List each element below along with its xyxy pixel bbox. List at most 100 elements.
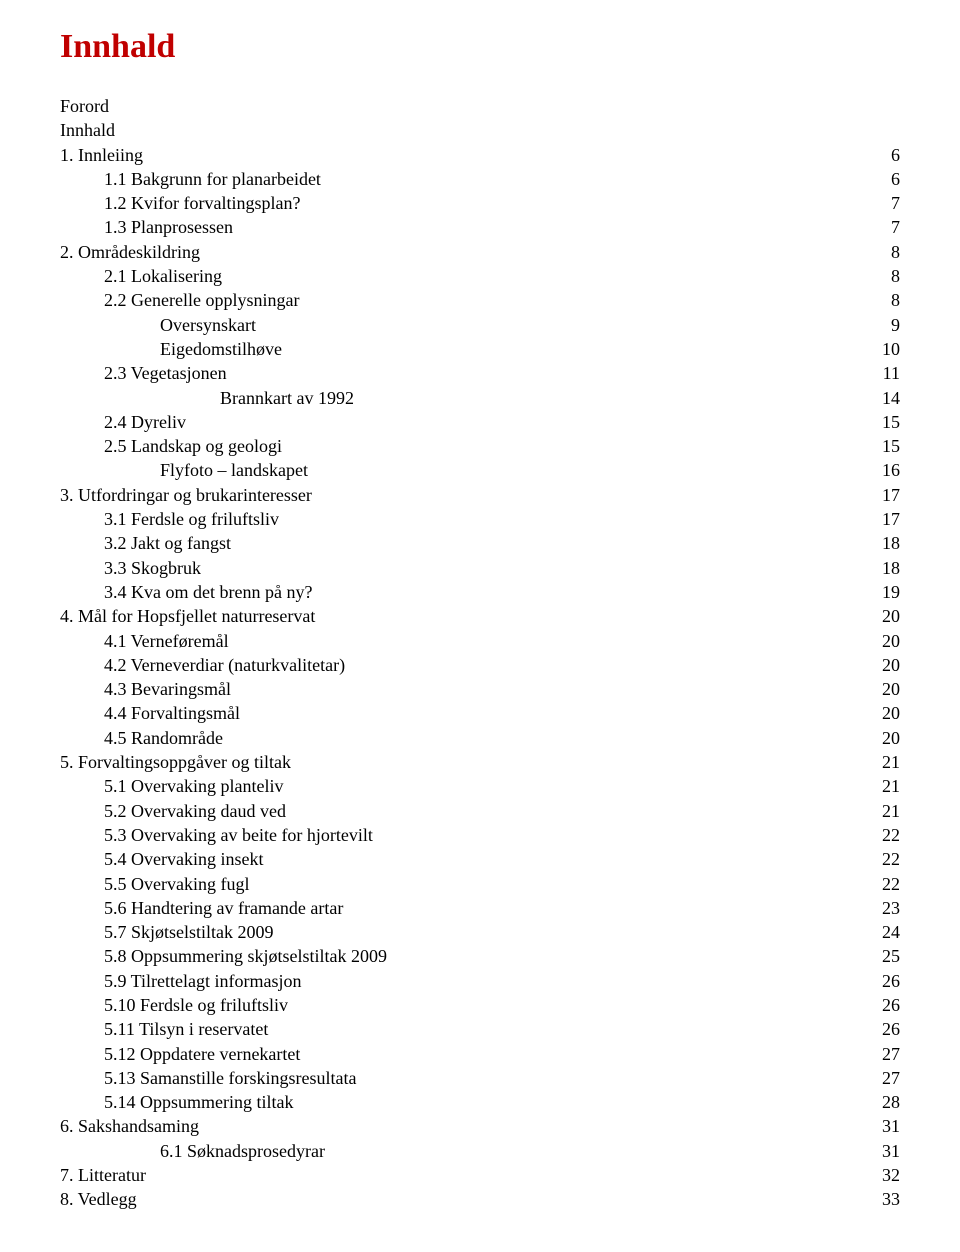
toc-entry-page: 7 (891, 191, 900, 215)
toc-entry: 5.6 Handtering av framande artar 23 (60, 896, 900, 920)
toc-entry-label: 3.3 Skogbruk (104, 556, 201, 580)
table-of-contents: ForordInnhald1. Innleiing 61.1 Bakgrunn f… (60, 94, 900, 1212)
toc-entry-page: 26 (882, 1017, 900, 1041)
toc-entry-label: 6. Sakshandsaming (60, 1114, 199, 1138)
toc-entry-label: 7. Litteratur (60, 1163, 146, 1187)
toc-entry-page: 17 (882, 483, 900, 507)
toc-entry: Innhald (60, 118, 900, 142)
toc-entry: 4. Mål for Hopsfjellet naturreservat 20 (60, 604, 900, 628)
toc-entry-label: 5. Forvaltingsoppgåver og tiltak (60, 750, 291, 774)
toc-entry-page: 26 (882, 993, 900, 1017)
toc-entry: 3.1 Ferdsle og friluftsliv17 (60, 507, 900, 531)
toc-entry-label: 5.5 Overvaking fugl (104, 872, 249, 896)
toc-entry-label: 2.5 Landskap og geologi (104, 434, 282, 458)
toc-entry-label: 5.4 Overvaking insekt (104, 847, 263, 871)
toc-entry-label: 2.3 Vegetasjonen (104, 361, 227, 385)
toc-entry-page: 27 (882, 1042, 900, 1066)
toc-entry: 5. Forvaltingsoppgåver og tiltak 21 (60, 750, 900, 774)
toc-entry-page: 8 (891, 264, 900, 288)
toc-entry-label: 1. Innleiing (60, 143, 143, 167)
toc-entry: 5.14 Oppsummering tiltak 28 (60, 1090, 900, 1114)
toc-entry-page: 8 (891, 240, 900, 264)
toc-entry-page: 22 (882, 847, 900, 871)
toc-entry-page: 10 (882, 337, 900, 361)
toc-entry-page: 14 (882, 386, 900, 410)
toc-entry-page: 7 (891, 215, 900, 239)
toc-entry: 2.1 Lokalisering8 (60, 264, 900, 288)
toc-entry: 5.7 Skjøtselstiltak 200924 (60, 920, 900, 944)
page-title: Innhald (60, 28, 900, 66)
toc-entry-label: Eigedomstilhøve (160, 337, 282, 361)
toc-entry-label: 5.8 Oppsummering skjøtselstiltak 2009 (104, 944, 387, 968)
toc-entry-label: 5.10 Ferdsle og friluftsliv (104, 993, 288, 1017)
toc-entry: 5.1 Overvaking planteliv21 (60, 774, 900, 798)
toc-entry: 3.4 Kva om det brenn på ny?19 (60, 580, 900, 604)
toc-entry: 5.13 Samanstille forskingsresultata27 (60, 1066, 900, 1090)
toc-entry: 1. Innleiing 6 (60, 143, 900, 167)
toc-entry-label: 4. Mål for Hopsfjellet naturreservat (60, 604, 315, 628)
toc-entry: 1.3 Planprosessen 7 (60, 215, 900, 239)
toc-entry-page: 18 (882, 556, 900, 580)
toc-entry: 5.2 Overvaking daud ved21 (60, 799, 900, 823)
toc-entry-page: 32 (882, 1163, 900, 1187)
toc-entry: 5.10 Ferdsle og friluftsliv 26 (60, 993, 900, 1017)
toc-entry: 6.1 Søknadsprosedyrar31 (60, 1139, 900, 1163)
toc-entry-page: 15 (882, 434, 900, 458)
toc-entry: 4.2 Verneverdiar (naturkvalitetar)20 (60, 653, 900, 677)
toc-entry-page: 31 (882, 1139, 900, 1163)
toc-entry-page: 6 (891, 143, 900, 167)
toc-entry-page: 22 (882, 823, 900, 847)
toc-entry-label: 4.3 Bevaringsmål (104, 677, 231, 701)
toc-entry: 2.3 Vegetasjonen 11 (60, 361, 900, 385)
toc-entry: 3. Utfordringar og brukarinteresser 17 (60, 483, 900, 507)
toc-entry-page: 20 (882, 629, 900, 653)
toc-entry-label: Oversynskart (160, 313, 256, 337)
toc-entry-label: 5.14 Oppsummering tiltak (104, 1090, 293, 1114)
toc-entry-label: 4.4 Forvaltingsmål (104, 701, 240, 725)
toc-entry-page: 21 (882, 799, 900, 823)
toc-entry: Flyfoto – landskapet16 (60, 458, 900, 482)
toc-entry-label: Forord (60, 94, 109, 118)
toc-entry-label: 5.13 Samanstille forskingsresultata (104, 1066, 356, 1090)
toc-entry-label: Brannkart av 1992 (220, 386, 354, 410)
toc-entry-label: 3.2 Jakt og fangst (104, 531, 231, 555)
toc-entry-page: 21 (882, 774, 900, 798)
toc-entry-label: 3.4 Kva om det brenn på ny? (104, 580, 312, 604)
toc-entry-label: 4.5 Randområde (104, 726, 223, 750)
toc-entry-label: 5.7 Skjøtselstiltak 2009 (104, 920, 274, 944)
toc-entry-label: 5.9 Tilrettelagt informasjon (104, 969, 302, 993)
toc-entry-page: 11 (883, 361, 900, 385)
toc-entry-label: 3.1 Ferdsle og friluftsliv (104, 507, 279, 531)
toc-entry-page: 21 (882, 750, 900, 774)
toc-entry: 5.5 Overvaking fugl 22 (60, 872, 900, 896)
toc-entry: 5.11 Tilsyn i reservatet26 (60, 1017, 900, 1041)
toc-entry-page: 33 (882, 1187, 900, 1211)
toc-entry-page: 15 (882, 410, 900, 434)
toc-entry: 1.1 Bakgrunn for planarbeidet6 (60, 167, 900, 191)
toc-entry-label: 2.4 Dyreliv (104, 410, 186, 434)
toc-entry-page: 31 (882, 1114, 900, 1138)
toc-entry: Forord (60, 94, 900, 118)
toc-entry-page: 8 (891, 288, 900, 312)
toc-entry-page: 28 (882, 1090, 900, 1114)
toc-entry: Brannkart av 1992 14 (60, 386, 900, 410)
toc-entry-label: 5.6 Handtering av framande artar (104, 896, 343, 920)
toc-entry: 5.4 Overvaking insekt 22 (60, 847, 900, 871)
toc-entry-label: 3. Utfordringar og brukarinteresser (60, 483, 312, 507)
toc-entry-page: 25 (882, 944, 900, 968)
toc-entry: 6. Sakshandsaming 31 (60, 1114, 900, 1138)
toc-entry: Oversynskart9 (60, 313, 900, 337)
toc-entry: 2.2 Generelle opplysningar8 (60, 288, 900, 312)
toc-entry-page: 18 (882, 531, 900, 555)
toc-entry-page: 22 (882, 872, 900, 896)
toc-entry-label: 2. Områdeskildring (60, 240, 200, 264)
toc-entry-page: 23 (882, 896, 900, 920)
toc-entry: 4.4 Forvaltingsmål 20 (60, 701, 900, 725)
toc-entry-page: 6 (891, 167, 900, 191)
toc-entry-label: 1.3 Planprosessen (104, 215, 233, 239)
toc-entry-page: 20 (882, 701, 900, 725)
toc-entry: Eigedomstilhøve 10 (60, 337, 900, 361)
toc-entry: 8. Vedlegg33 (60, 1187, 900, 1211)
toc-entry-label: 1.2 Kvifor forvaltingsplan? (104, 191, 300, 215)
toc-entry-page: 20 (882, 604, 900, 628)
